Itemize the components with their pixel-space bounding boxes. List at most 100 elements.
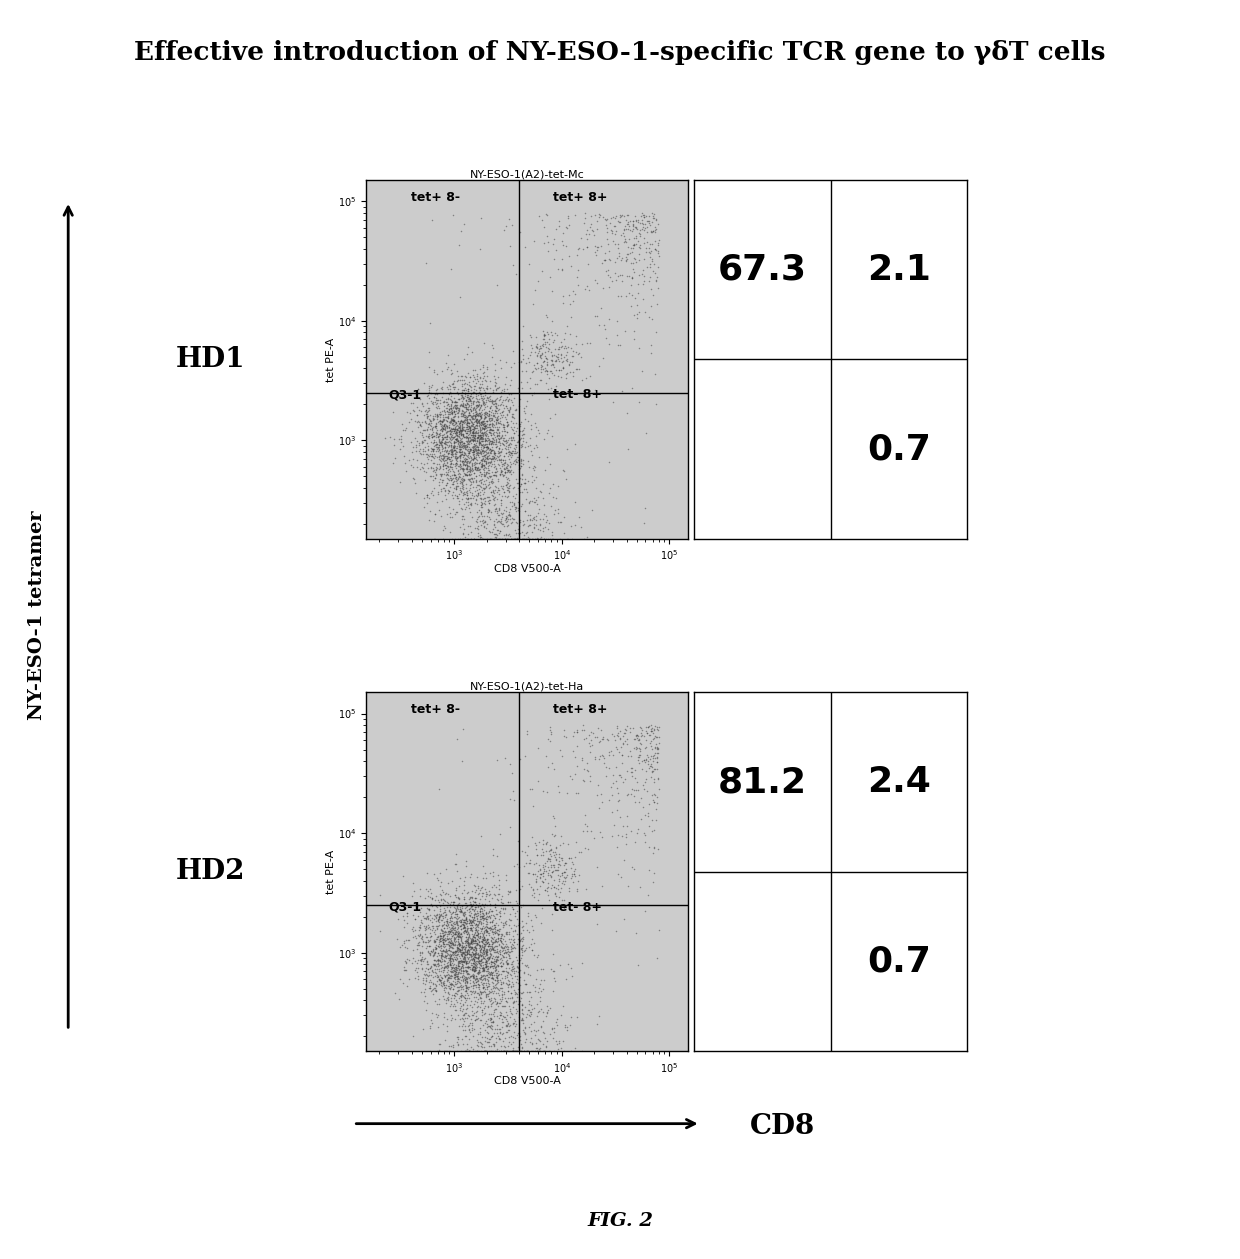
Point <box>418 400 438 421</box>
Point <box>505 529 525 549</box>
Point <box>418 414 438 434</box>
Point <box>388 385 408 405</box>
Point <box>423 985 443 1005</box>
Point <box>476 1022 496 1042</box>
Point <box>496 996 516 1016</box>
Point <box>446 958 466 978</box>
Point <box>625 235 645 256</box>
Point <box>481 1008 501 1029</box>
Point <box>403 393 423 413</box>
Point <box>498 1041 518 1061</box>
Point <box>486 437 506 457</box>
Point <box>475 1020 495 1040</box>
Point <box>450 951 470 971</box>
Point <box>479 472 498 492</box>
Point <box>465 888 485 908</box>
Point <box>490 944 510 964</box>
Point <box>408 969 428 990</box>
Point <box>621 267 641 287</box>
Point <box>456 417 476 437</box>
Point <box>523 491 543 511</box>
Point <box>512 494 532 514</box>
Point <box>573 715 593 735</box>
Point <box>460 409 480 429</box>
Point <box>494 927 513 947</box>
Point <box>557 368 577 388</box>
Point <box>454 426 474 446</box>
Point <box>491 449 511 470</box>
Point <box>424 448 444 468</box>
Point <box>441 444 461 465</box>
Point <box>456 850 476 870</box>
Point <box>485 915 505 935</box>
Point <box>422 982 441 1002</box>
Point <box>502 431 522 451</box>
Point <box>497 1041 517 1061</box>
Point <box>496 470 516 490</box>
Point <box>476 920 496 940</box>
Point <box>408 958 428 978</box>
Point <box>476 462 496 482</box>
Point <box>474 958 494 978</box>
Point <box>441 993 461 1013</box>
Point <box>476 956 496 976</box>
Point <box>435 924 455 944</box>
Point <box>470 397 490 417</box>
Point <box>649 257 668 277</box>
Point <box>482 958 502 978</box>
Point <box>423 209 443 229</box>
Point <box>542 753 562 773</box>
Point <box>474 437 494 457</box>
Point <box>636 749 656 769</box>
Point <box>502 1003 522 1024</box>
Point <box>464 447 484 467</box>
Point <box>502 940 522 961</box>
Point <box>449 925 469 946</box>
Point <box>529 339 549 359</box>
Point <box>474 419 494 439</box>
Point <box>444 954 464 974</box>
Point <box>476 987 496 1007</box>
Point <box>439 441 459 461</box>
Point <box>451 403 471 423</box>
Point <box>611 737 631 757</box>
Point <box>578 753 598 773</box>
Point <box>472 355 492 375</box>
Point <box>450 1008 470 1029</box>
Point <box>496 1015 516 1035</box>
Point <box>465 958 485 978</box>
Point <box>496 529 516 549</box>
Point <box>460 967 480 987</box>
Point <box>451 982 471 1002</box>
Point <box>441 400 461 421</box>
Point <box>469 985 489 1005</box>
Point <box>640 757 660 777</box>
Point <box>484 884 503 904</box>
Point <box>562 351 582 371</box>
Point <box>430 404 450 424</box>
Point <box>456 942 476 962</box>
Point <box>458 963 477 983</box>
Point <box>425 393 445 413</box>
Point <box>425 446 445 466</box>
Point <box>461 399 481 419</box>
Point <box>501 454 521 475</box>
Point <box>420 457 440 477</box>
Point <box>476 1041 496 1061</box>
Point <box>481 451 501 471</box>
Point <box>513 449 533 470</box>
Point <box>418 427 438 447</box>
Point <box>458 400 477 421</box>
Point <box>515 514 534 534</box>
Point <box>556 869 575 889</box>
Point <box>460 366 480 387</box>
Point <box>487 407 507 427</box>
Point <box>470 399 490 419</box>
Point <box>498 996 518 1016</box>
Point <box>467 414 487 434</box>
Point <box>439 900 459 920</box>
Point <box>495 943 515 963</box>
Point <box>526 427 546 447</box>
Point <box>497 454 517 475</box>
Point <box>445 964 465 985</box>
